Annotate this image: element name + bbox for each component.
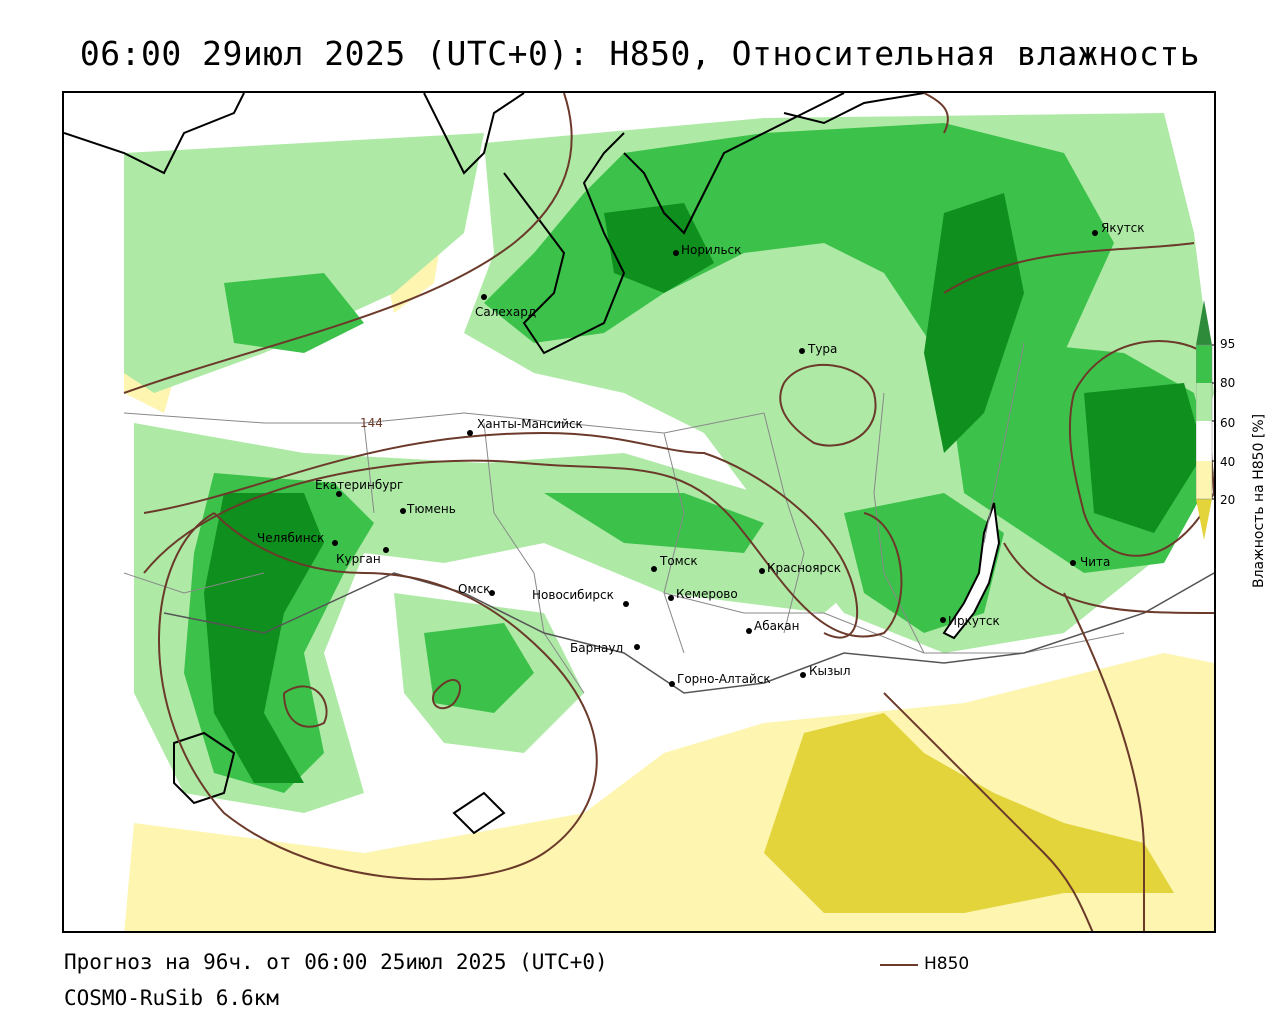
colorbar-tick-95: 95 [1220, 337, 1235, 351]
colorbar-tick-20: 20 [1220, 493, 1235, 507]
city-omsk: Омск [458, 582, 495, 596]
saturated-zone-far-east [1084, 383, 1204, 533]
city-kyzyl: Кызыл [800, 664, 851, 678]
city-label: Новосибирск [532, 588, 614, 602]
h850-legend-label: H850 [924, 954, 970, 974]
city-markers: Якутск Норильск Салехард Тура Ханты-Манс… [257, 221, 1145, 687]
city-label: Кемерово [676, 587, 738, 601]
contour-line [158, 512, 598, 881]
city-khanty-mansiysk: Ханты-Мансийск [467, 417, 583, 436]
city-kurgan: Курган [336, 547, 389, 566]
map-title: 06:00 29июл 2025 (UTC+0): H850, Относите… [79, 34, 1201, 73]
city-kemerovo: Кемерово [668, 587, 738, 601]
city-label: Барнаул [570, 641, 623, 655]
contour-line [283, 685, 328, 728]
saturated-zone-east [924, 193, 1024, 453]
humidity-colorbar: 95 80 60 40 20 [1196, 300, 1235, 540]
map-area: 144 Якутск Норильск Салехард Тура Ханты-… [62, 91, 1216, 933]
contour-line [779, 363, 877, 447]
city-label: Красноярск [767, 561, 841, 575]
saturated-zone-ural [204, 493, 324, 783]
colorbar-band-80 [1196, 383, 1212, 421]
city-tomsk: Томск [651, 554, 698, 572]
contour-line [943, 242, 1195, 294]
city-yakutsk: Якутск [1092, 221, 1145, 236]
h850-legend-line [880, 964, 918, 966]
wet-zone-mid [544, 493, 764, 553]
moist-belt-west [124, 133, 484, 393]
city-tyumen: Тюмень [400, 502, 456, 516]
very-dry-zone [764, 713, 1174, 913]
contour-value-label: 144 [360, 416, 383, 430]
city-label: Омск [458, 582, 490, 596]
city-label: Чита [1080, 555, 1110, 569]
h850-contours [123, 93, 1214, 931]
city-label: Томск [659, 554, 698, 568]
contour-line [143, 431, 859, 639]
city-krasnoyarsk: Красноярск [759, 561, 841, 575]
contour-line [1003, 542, 1214, 614]
colorbar-title: Влажность на H850 [%] [1251, 413, 1267, 588]
city-irkutsk: Иркутск [940, 614, 1000, 628]
forecast-info: Прогноз на 96ч. от 06:00 25июл 2025 (UTC… [64, 950, 608, 974]
city-label: Курган [336, 552, 381, 566]
city-norilsk: Норильск [673, 243, 741, 257]
city-label: Кызыл [809, 664, 851, 678]
colorbar-band-40 [1196, 461, 1212, 499]
city-salekhard: Салехард [475, 294, 536, 319]
city-label: Екатеринбург [315, 478, 403, 492]
city-tura: Тура [799, 342, 837, 356]
city-label: Тюмень [406, 502, 456, 516]
city-label: Тура [807, 342, 837, 356]
city-gorno-altaysk: Горно-Алтайск [669, 672, 771, 687]
contour-line [923, 93, 949, 134]
city-label: Якутск [1101, 221, 1145, 235]
city-chita: Чита [1070, 555, 1110, 569]
city-label: Челябинск [257, 531, 324, 545]
wet-zone-south [424, 623, 534, 713]
city-yekaterinburg: Екатеринбург [315, 478, 403, 497]
saturated-zone-north [604, 203, 714, 293]
arctic-coastline [64, 93, 925, 355]
city-label: Салехард [475, 305, 536, 319]
colorbar-tick-60: 60 [1220, 416, 1235, 430]
map-canvas: 144 Якутск Норильск Салехард Тура Ханты-… [64, 93, 1214, 931]
colorbar-band-95 [1196, 345, 1212, 383]
city-barnaul: Барнаул [570, 641, 640, 655]
city-label: Ханты-Мансийск [477, 417, 583, 431]
aral-sea [452, 791, 506, 835]
colorbar-band-60 [1196, 421, 1212, 461]
wet-zone-baikal [844, 493, 1004, 633]
city-label: Горно-Алтайск [677, 672, 771, 686]
contour-line [143, 459, 903, 638]
contour-line [1063, 592, 1146, 931]
colorbar-tick-40: 40 [1220, 455, 1235, 469]
contour-line [432, 679, 461, 710]
contour-line [1068, 340, 1214, 557]
city-label: Иркутск [948, 614, 1000, 628]
city-chelyabinsk: Челябинск [257, 531, 338, 546]
city-label: Норильск [681, 243, 741, 257]
city-label: Абакан [754, 619, 799, 633]
colorbar-tick-80: 80 [1220, 376, 1235, 390]
colorbar-top-arrow [1196, 300, 1212, 345]
model-name: COSMO-RuSib 6.6км [64, 986, 279, 1010]
contour-line [123, 93, 573, 394]
contour-line [883, 692, 1094, 931]
city-novosibirsk: Новосибирск [532, 588, 629, 607]
city-abakan: Абакан [746, 619, 799, 634]
caspian-sea [173, 731, 236, 805]
colorbar-bottom-arrow [1196, 499, 1212, 540]
wet-zone-nw [224, 273, 364, 353]
